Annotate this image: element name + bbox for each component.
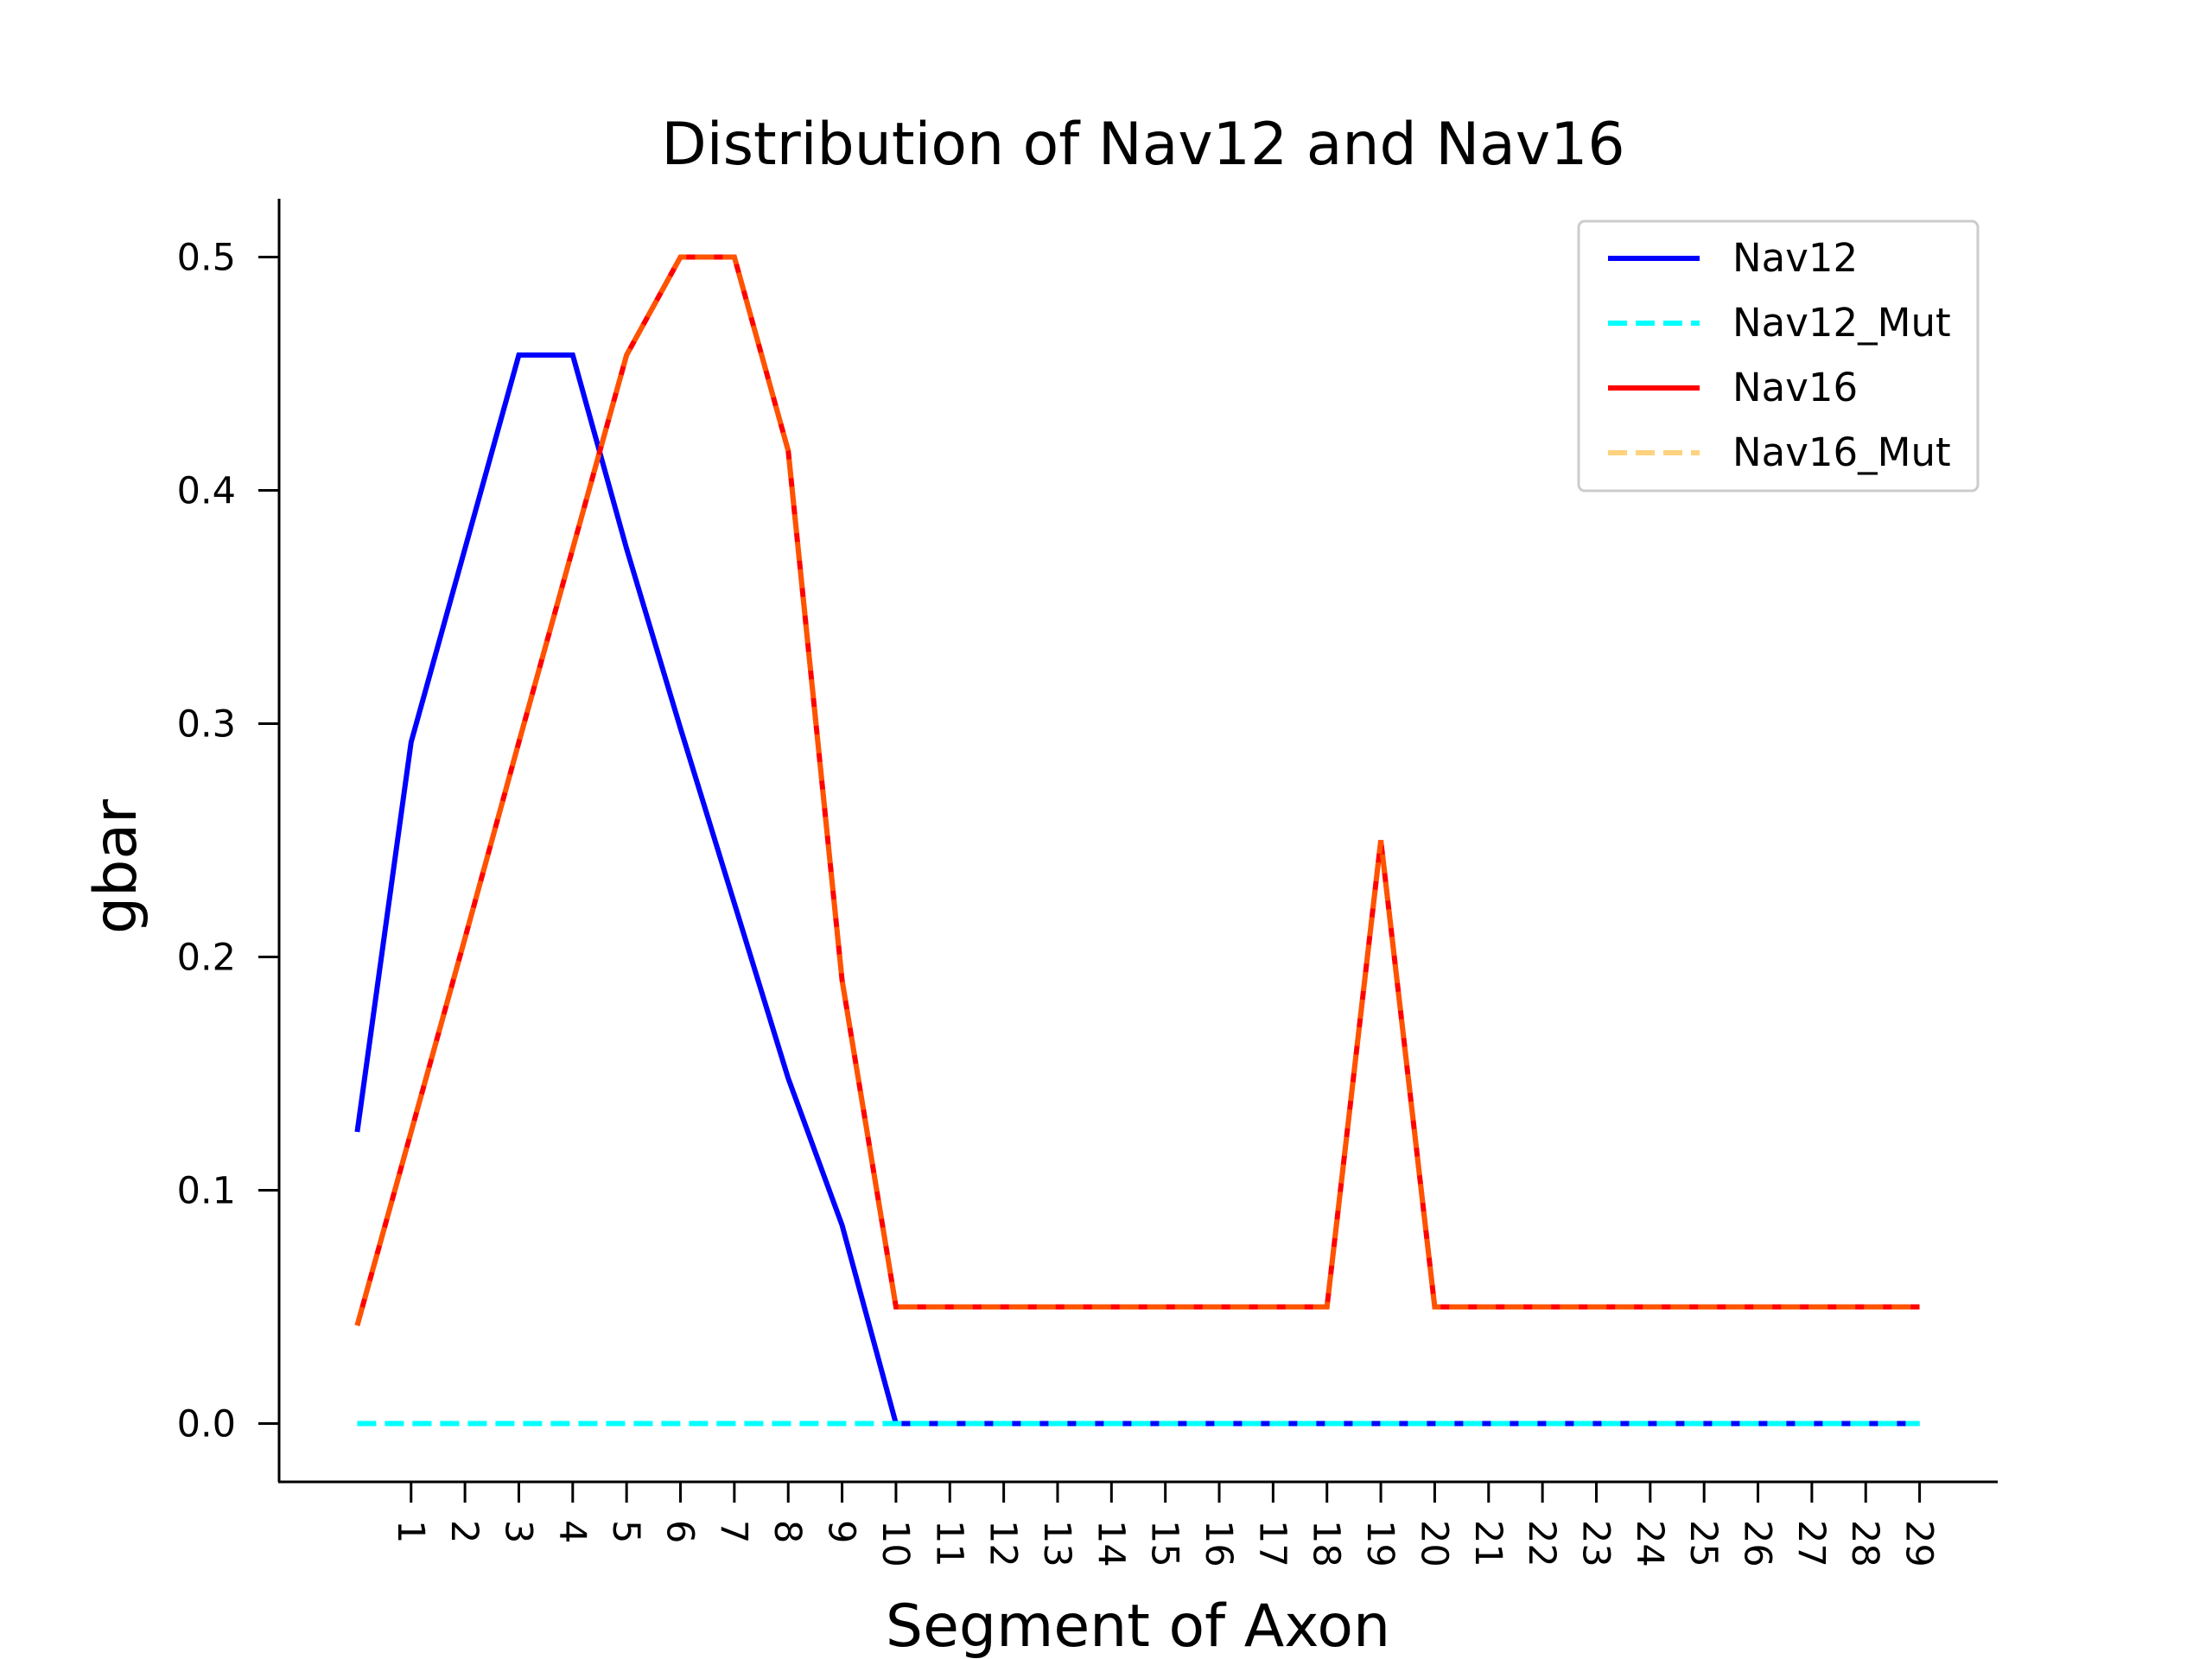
x-tick-label: 10 <box>874 1520 917 1567</box>
y-ticks: 0.0 0.1 0.2 0.3 0.4 0.5 <box>177 237 279 1446</box>
x-tick-label: 22 <box>1520 1520 1563 1567</box>
x-tick-label: 2 <box>442 1520 486 1543</box>
x-tick-label: 23 <box>1573 1520 1617 1567</box>
series-line-nav16-mut <box>354 254 1920 1326</box>
x-tick-label: 27 <box>1789 1520 1833 1567</box>
x-tick-label: 13 <box>1035 1520 1078 1567</box>
legend-label: Nav12_Mut <box>1732 300 1951 346</box>
x-tick-label: 16 <box>1197 1520 1240 1567</box>
y-tick-label: 0.2 <box>177 937 236 980</box>
x-axis-label: Segment of Axon <box>886 1592 1390 1659</box>
x-tick-label: 12 <box>982 1520 1025 1567</box>
series-line-nav12 <box>354 352 1920 1427</box>
x-tick-label: 25 <box>1681 1520 1725 1567</box>
legend-label: Nav12 <box>1732 235 1858 281</box>
x-tick-label: 28 <box>1843 1520 1886 1567</box>
y-tick-label: 0.1 <box>177 1170 236 1213</box>
x-tick-label: 4 <box>550 1520 594 1543</box>
x-tick-label: 6 <box>658 1520 702 1543</box>
x-tick-label: 18 <box>1305 1520 1348 1567</box>
x-tick-label: 9 <box>820 1520 863 1543</box>
x-tick-label: 11 <box>927 1520 970 1567</box>
axes <box>277 199 1998 1484</box>
y-tick-label: 0.4 <box>177 470 236 513</box>
legend-label: Nav16_Mut <box>1732 429 1951 475</box>
legend-frame <box>1577 219 1980 493</box>
x-tick-label: 19 <box>1358 1520 1402 1567</box>
x-tick-label: 5 <box>604 1520 647 1543</box>
x-tick-label: 1 <box>389 1520 432 1543</box>
legend: Nav12 Nav12_Mut Nav16 Nav16_Mut <box>1577 219 1980 493</box>
x-tick-label: 14 <box>1089 1520 1132 1567</box>
x-tick-label: 15 <box>1143 1520 1186 1567</box>
y-tick-label: 0.0 <box>177 1403 236 1446</box>
x-tick-label: 7 <box>712 1520 755 1543</box>
x-tick-label: 29 <box>1897 1520 1941 1567</box>
x-tick-label: 21 <box>1466 1520 1510 1567</box>
y-tick-label: 0.5 <box>177 237 236 280</box>
x-tick-label: 26 <box>1736 1520 1779 1567</box>
x-tick-label: 3 <box>496 1520 539 1543</box>
series-lines <box>354 254 1920 1427</box>
chart-title: Distribution of Nav12 and Nav16 <box>661 111 1624 179</box>
legend-label: Nav16 <box>1732 365 1858 410</box>
y-axis-label: gbar <box>82 799 150 934</box>
x-tick-label: 24 <box>1628 1520 1671 1567</box>
x-tick-label: 20 <box>1412 1520 1455 1567</box>
y-tick-label: 0.3 <box>177 703 236 747</box>
x-tick-label: 17 <box>1250 1520 1294 1567</box>
x-ticks: 1 2 3 4 5 6 7 8 9 10 11 12 13 14 15 16 17 18 19 20 21 22 23 24 2… <box>389 1482 1941 1567</box>
x-tick-label: 8 <box>766 1520 809 1543</box>
